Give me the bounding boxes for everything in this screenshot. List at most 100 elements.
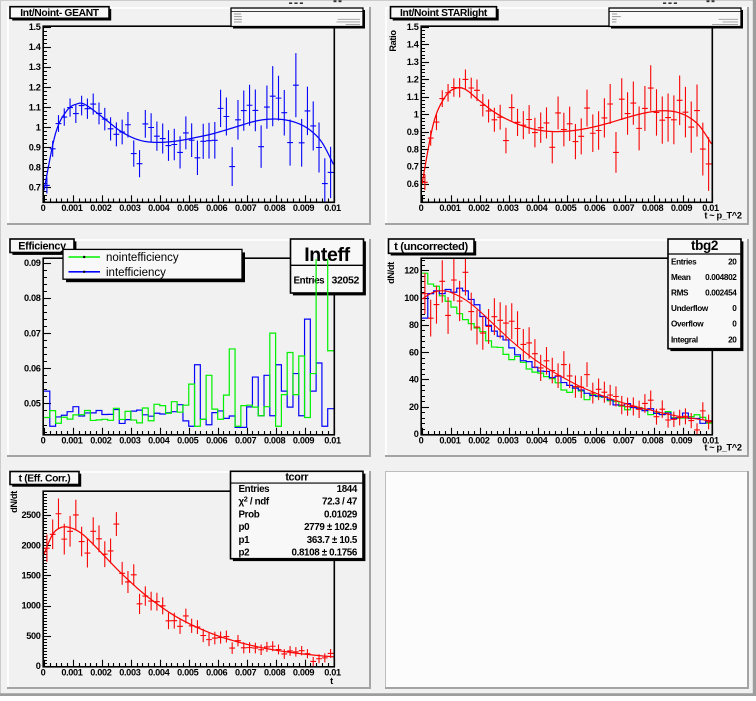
svg-text:0: 0 — [732, 320, 737, 329]
svg-text:dN/dt: dN/dt — [386, 262, 396, 284]
svg-text:60: 60 — [409, 347, 419, 357]
svg-text:363.7 ± 10.5: 363.7 ± 10.5 — [307, 535, 358, 546]
svg-text:1.2: 1.2 — [29, 82, 41, 92]
svg-text:0.003: 0.003 — [119, 667, 140, 677]
svg-text:0.007: 0.007 — [235, 203, 256, 213]
svg-text:1.2: 1.2 — [407, 74, 419, 84]
svg-text:0.005: 0.005 — [177, 667, 198, 677]
svg-text:0.004: 0.004 — [148, 435, 170, 445]
svg-text:20: 20 — [728, 258, 737, 267]
svg-text:Ratio: Ratio — [388, 30, 398, 52]
svg-text:0: 0 — [419, 203, 424, 213]
svg-text:32052: 32052 — [332, 275, 360, 287]
svg-text:t ~ p_T^2: t ~ p_T^2 — [704, 211, 741, 221]
svg-text:dN/dt: dN/dt — [9, 491, 19, 513]
svg-text:0.002: 0.002 — [90, 435, 111, 445]
svg-text:0: 0 — [41, 667, 46, 677]
svg-text:t: t — [330, 676, 333, 686]
svg-text:0.002: 0.002 — [468, 203, 489, 213]
svg-text:0.9: 0.9 — [29, 142, 41, 152]
svg-text:1844: 1844 — [337, 484, 358, 495]
svg-text:0.002454: 0.002454 — [705, 289, 737, 298]
svg-text:1000: 1000 — [21, 601, 40, 611]
svg-text:0.001: 0.001 — [61, 203, 82, 213]
svg-text:0.008: 0.008 — [642, 203, 663, 213]
svg-text:0.9: 0.9 — [407, 127, 419, 137]
svg-text:2500: 2500 — [21, 510, 40, 520]
svg-text:0.8108 ± 0.1756: 0.8108 ± 0.1756 — [291, 548, 357, 559]
svg-text:0.001: 0.001 — [439, 435, 460, 445]
svg-text:1.1: 1.1 — [29, 102, 41, 112]
svg-text:0.004: 0.004 — [148, 203, 170, 213]
svg-text:0.7: 0.7 — [29, 183, 41, 193]
svg-text:0.009: 0.009 — [671, 203, 692, 213]
svg-text:0.05: 0.05 — [24, 399, 41, 409]
svg-text:0.6: 0.6 — [407, 179, 419, 189]
svg-text:1.4: 1.4 — [407, 40, 420, 50]
svg-text:500: 500 — [26, 631, 41, 641]
svg-text:72.3 / 47: 72.3 / 47 — [322, 497, 358, 508]
svg-text:0.01: 0.01 — [702, 203, 719, 213]
svg-text:0.005: 0.005 — [555, 435, 576, 445]
svg-text:0.09: 0.09 — [24, 258, 41, 268]
svg-text:1.4: 1.4 — [29, 42, 42, 52]
svg-text:0.004: 0.004 — [526, 435, 548, 445]
svg-text:1: 1 — [36, 122, 41, 132]
svg-text:p2: p2 — [239, 548, 251, 559]
svg-text:tcorr: tcorr — [285, 471, 309, 483]
svg-text:0.009: 0.009 — [293, 667, 314, 677]
svg-text:0.004: 0.004 — [148, 667, 170, 677]
svg-text:0.004802: 0.004802 — [705, 273, 737, 282]
svg-text:0: 0 — [41, 203, 46, 213]
svg-text:0.007: 0.007 — [613, 203, 634, 213]
svg-text:t ~ p_T^2: t ~ p_T^2 — [704, 443, 741, 453]
svg-text:Prob: Prob — [239, 509, 260, 520]
svg-text:0.8: 0.8 — [407, 144, 419, 154]
svg-text:0.08: 0.08 — [24, 293, 41, 303]
svg-text:0.002: 0.002 — [468, 435, 489, 445]
svg-text:0.007: 0.007 — [235, 435, 256, 445]
svg-text:0.01029: 0.01029 — [324, 509, 358, 520]
svg-text:0: 0 — [414, 429, 419, 439]
svg-text:100: 100 — [404, 293, 419, 303]
svg-text:0.01: 0.01 — [324, 203, 341, 213]
svg-text:0.005: 0.005 — [177, 435, 198, 445]
svg-text:0.003: 0.003 — [497, 203, 518, 213]
svg-text:0.001: 0.001 — [61, 435, 82, 445]
svg-text:0.009: 0.009 — [293, 435, 314, 445]
svg-text:0.002: 0.002 — [90, 203, 111, 213]
svg-text:0.008: 0.008 — [264, 203, 285, 213]
svg-text:0.001: 0.001 — [61, 667, 82, 677]
svg-text:2000: 2000 — [21, 540, 40, 550]
svg-text:0.06: 0.06 — [24, 363, 41, 373]
svg-text:20: 20 — [409, 402, 419, 412]
svg-text:0.01: 0.01 — [702, 435, 719, 445]
svg-text:0.005: 0.005 — [177, 203, 198, 213]
svg-text:20: 20 — [728, 335, 737, 344]
svg-text:0.7: 0.7 — [407, 162, 419, 172]
svg-text:0: 0 — [36, 661, 41, 671]
svg-text:intefficiency: intefficiency — [106, 267, 166, 279]
svg-text:Entries: Entries — [239, 484, 271, 495]
svg-text:0.007: 0.007 — [613, 435, 634, 445]
svg-text:t (Eff. Corr.): t (Eff. Corr.) — [19, 473, 71, 484]
svg-text:1: 1 — [414, 109, 419, 119]
svg-text:tbg2: tbg2 — [691, 238, 718, 253]
svg-text:0.006: 0.006 — [206, 435, 227, 445]
svg-text:0.01: 0.01 — [324, 667, 341, 677]
svg-text:Efficiency: Efficiency — [18, 240, 66, 252]
svg-text:RMS: RMS — [671, 289, 689, 298]
svg-text:0.003: 0.003 — [119, 203, 140, 213]
svg-text:1.1: 1.1 — [407, 92, 419, 102]
svg-text:1.5: 1.5 — [407, 22, 419, 32]
svg-text:0: 0 — [732, 304, 737, 313]
svg-text:0.006: 0.006 — [206, 203, 227, 213]
svg-text:Integral: Integral — [671, 335, 698, 344]
svg-text:χ2 / ndf: χ2 / ndf — [239, 495, 270, 508]
svg-text:0: 0 — [419, 435, 424, 445]
svg-text:1500: 1500 — [21, 570, 40, 580]
svg-text:0.006: 0.006 — [584, 203, 605, 213]
svg-text:40: 40 — [409, 375, 419, 385]
svg-text:0.001: 0.001 — [439, 203, 460, 213]
svg-text:0.009: 0.009 — [293, 203, 314, 213]
